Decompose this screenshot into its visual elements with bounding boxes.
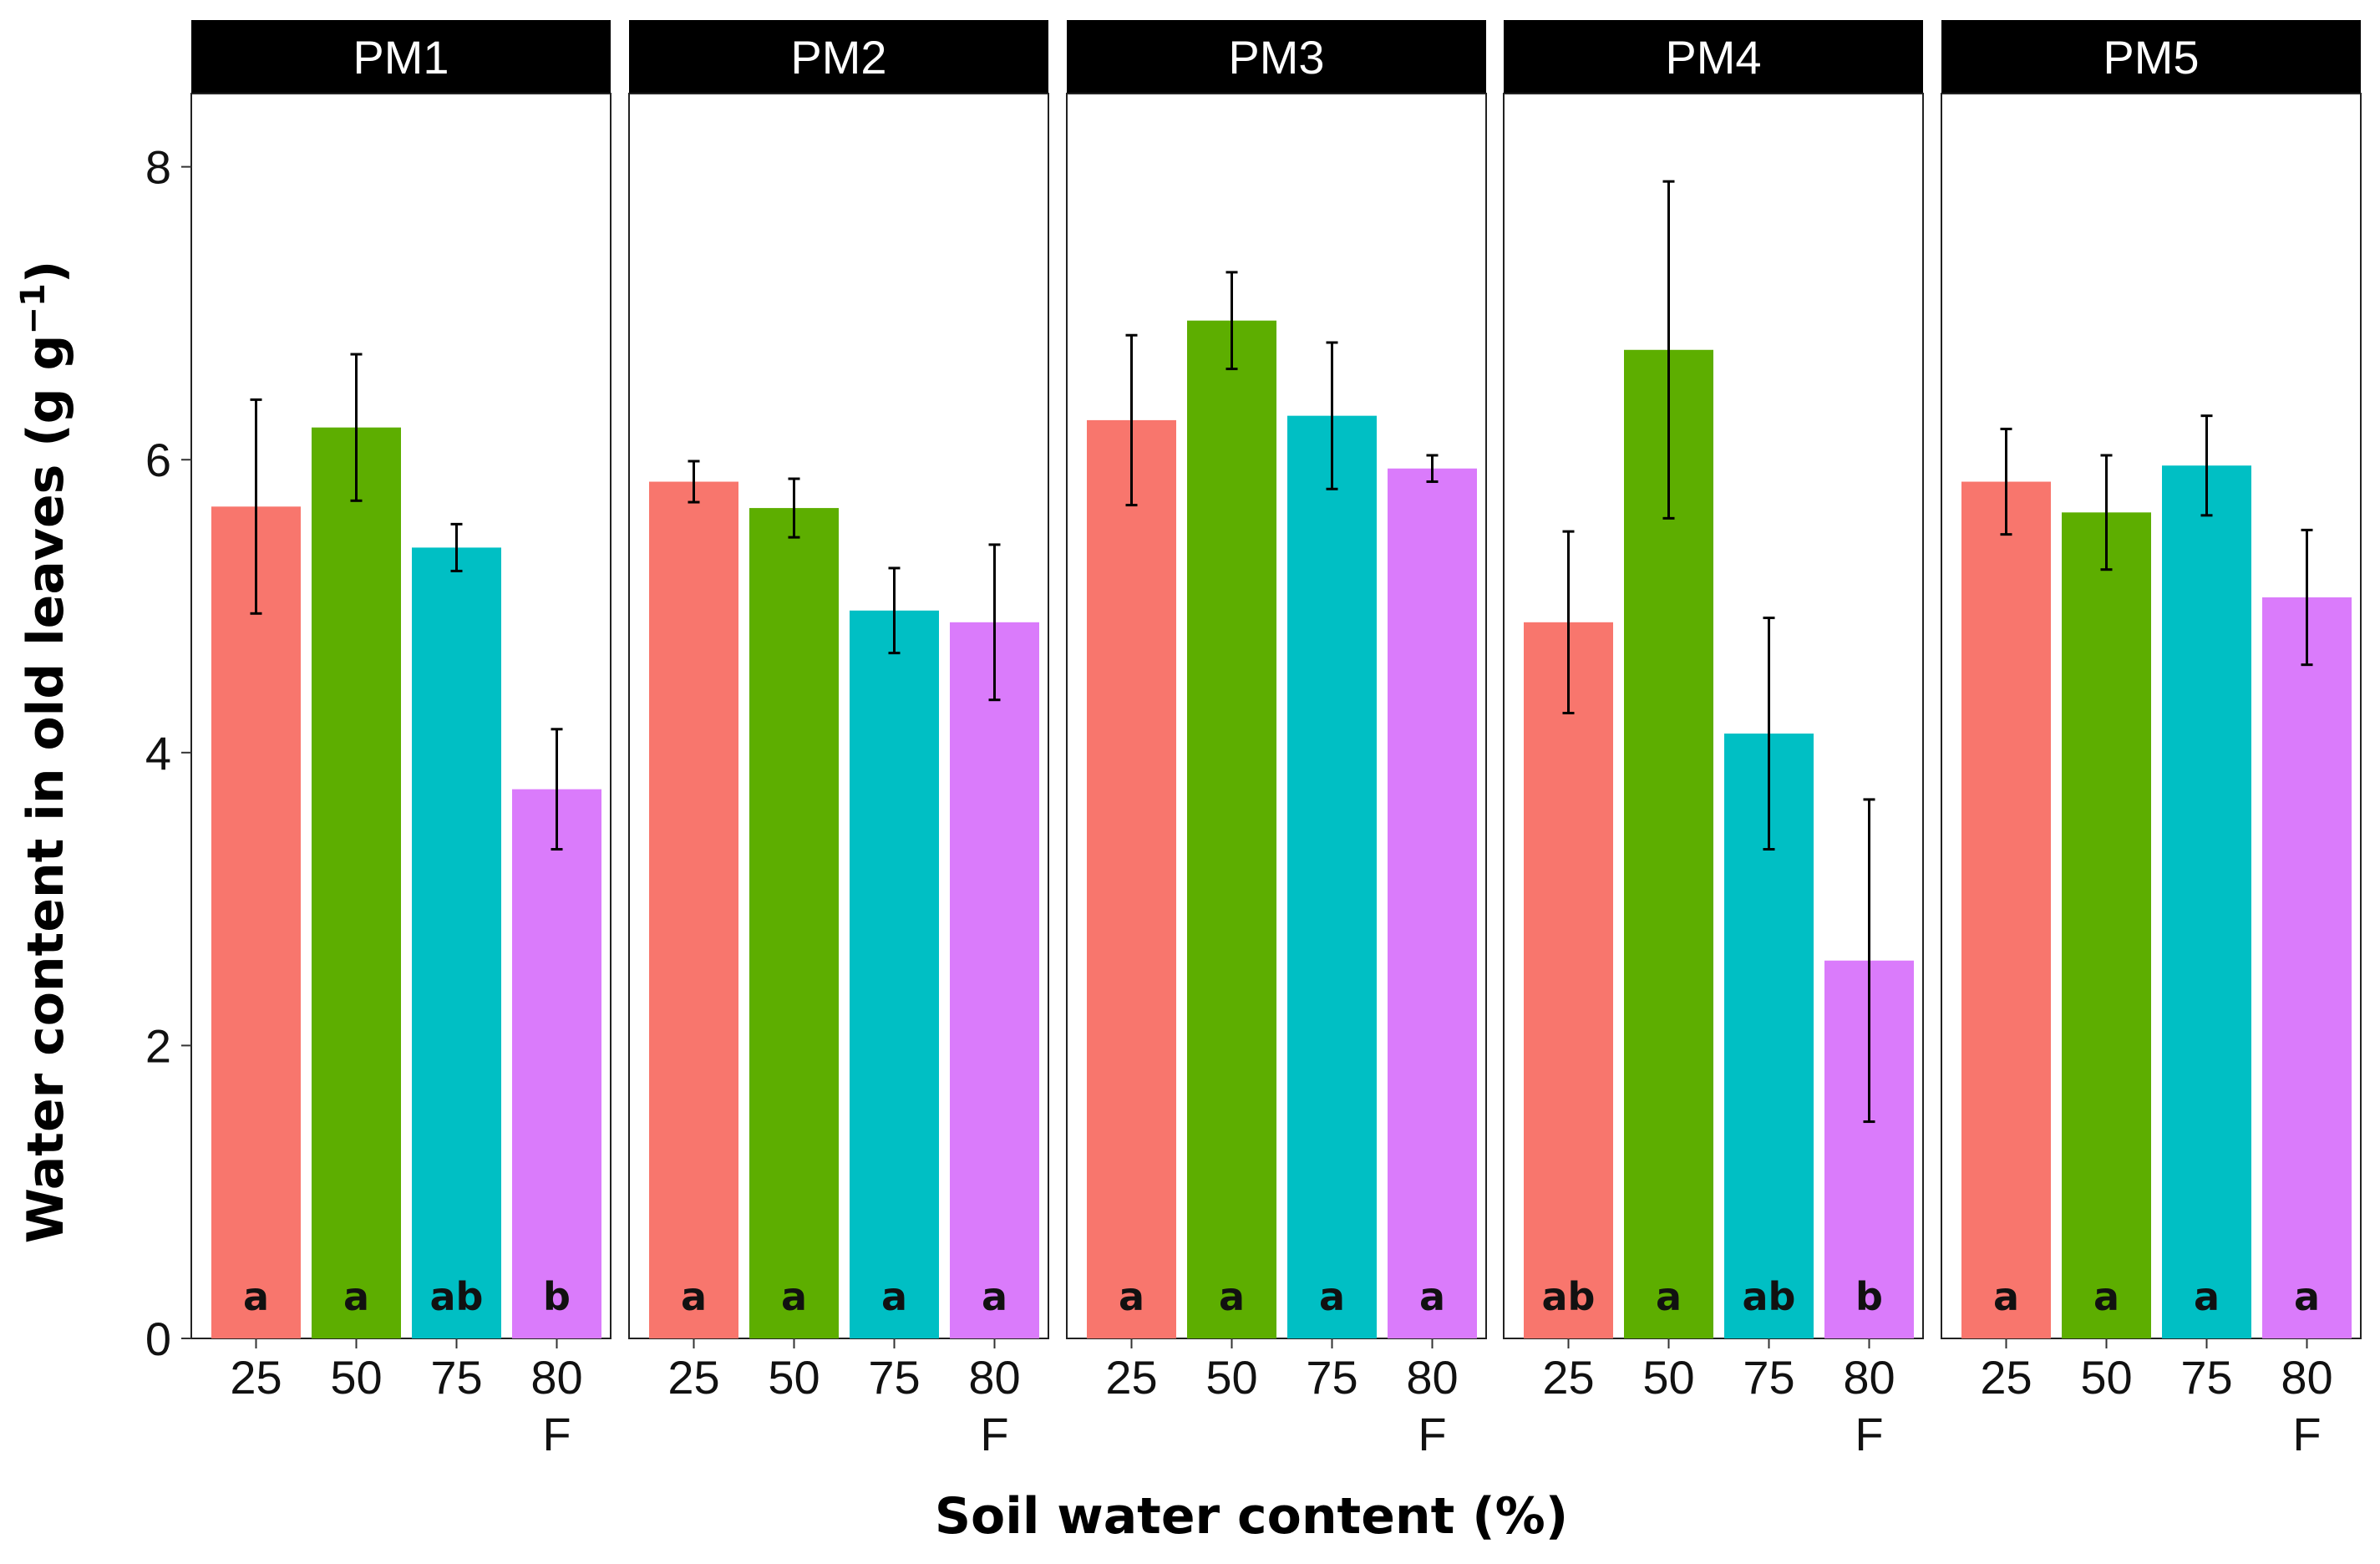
y-axis-title: Water content in old leaves (g g−1) <box>14 261 75 1244</box>
significance-letter: a <box>1656 1274 1682 1319</box>
x-tick-label-sub: F <box>1418 1408 1446 1460</box>
bar <box>1187 320 1276 1339</box>
facet-strip <box>1067 20 1486 94</box>
significance-letter: a <box>982 1274 1007 1319</box>
significance-letter: ab <box>1743 1274 1796 1319</box>
bar <box>2062 512 2151 1338</box>
facet-pm5: PM5 a 25 a 50 a 75 a 80F <box>1941 20 2362 1460</box>
x-tick-label: 50 <box>2080 1351 2132 1404</box>
y-axis: 0 2 4 6 8 <box>145 141 191 1365</box>
bar <box>2162 465 2251 1338</box>
y-tick-label: 2 <box>145 1019 171 1072</box>
bar <box>1287 415 1377 1338</box>
x-tick-label-sub: F <box>542 1408 571 1460</box>
significance-letter: a <box>1319 1274 1345 1319</box>
x-tick-label: 25 <box>667 1351 719 1404</box>
x-tick-label: 25 <box>1105 1351 1157 1404</box>
significance-letter: a <box>2294 1274 2320 1319</box>
significance-letter: a <box>343 1274 369 1319</box>
y-tick-label: 6 <box>145 434 171 486</box>
x-tick-label: 75 <box>1306 1351 1357 1404</box>
facet-pm2: PM2 a 25 a 50 a 75 a 80F <box>628 20 1049 1460</box>
facet-strip-label: PM3 <box>1228 31 1324 84</box>
bar <box>1388 468 1477 1338</box>
x-tick-label: 75 <box>2180 1351 2232 1404</box>
bar <box>1524 622 1613 1338</box>
significance-letter: a <box>881 1274 907 1319</box>
facet-strip-label: PM5 <box>2103 31 2199 84</box>
x-tick-label: 25 <box>1980 1351 2032 1404</box>
x-tick-label: 80 <box>1406 1351 1458 1404</box>
x-tick-label-sub: F <box>980 1408 1008 1460</box>
bar <box>850 610 939 1338</box>
y-axis-title-text: Water content in old leaves (g g <box>17 335 75 1244</box>
x-tick-label: 50 <box>1205 1351 1257 1404</box>
x-tick-label: 50 <box>330 1351 382 1404</box>
bar <box>312 427 401 1338</box>
significance-letter: a <box>681 1274 707 1319</box>
x-tick-label: 80 <box>968 1351 1020 1404</box>
bar <box>412 547 501 1338</box>
x-tick-label: 75 <box>1743 1351 1794 1404</box>
y-axis-title-superscript: −1 <box>14 283 53 334</box>
bar <box>2262 597 2352 1338</box>
bar <box>950 622 1039 1338</box>
facet-strip <box>191 20 611 94</box>
facet-pm1: PM1 a 25 a 50 ab 75 b 80F <box>190 20 611 1460</box>
facet-pm4: PM4 ab 25 a 50 ab 75 b 80F <box>1503 20 1924 1460</box>
x-axis-title: Soil water content (%) <box>935 1487 1568 1546</box>
bar <box>1087 419 1176 1338</box>
y-tick-label: 0 <box>145 1313 171 1365</box>
bar <box>211 506 301 1338</box>
x-tick-label: 50 <box>1642 1351 1694 1404</box>
significance-letter: a <box>1119 1274 1144 1319</box>
facet-strip-label: PM4 <box>1665 31 1761 84</box>
bar <box>512 789 601 1338</box>
facet-pm3: PM3 a 25 a 50 a 75 a 80F <box>1066 20 1487 1460</box>
x-tick-label: 75 <box>430 1351 482 1404</box>
significance-letter: ab <box>1542 1274 1596 1319</box>
significance-letter: a <box>1219 1274 1245 1319</box>
significance-letter: a <box>243 1274 269 1319</box>
x-tick-label: 80 <box>2281 1351 2332 1404</box>
x-tick-label-sub: F <box>2292 1408 2321 1460</box>
y-tick-label: 4 <box>145 727 171 779</box>
y-axis-title-close: ) <box>17 261 75 283</box>
significance-letter: a <box>1419 1274 1445 1319</box>
facet-strip-label: PM1 <box>353 31 449 84</box>
x-tick-label-sub: F <box>1855 1408 1883 1460</box>
significance-letter: a <box>1993 1274 2019 1319</box>
facet-strip-label: PM2 <box>790 31 886 84</box>
y-tick-label: 8 <box>145 141 171 194</box>
facet-strip <box>1941 20 2361 94</box>
significance-letter: b <box>1855 1274 1883 1319</box>
x-tick-label: 25 <box>1542 1351 1594 1404</box>
x-tick-label: 25 <box>230 1351 282 1404</box>
x-tick-label: 75 <box>868 1351 920 1404</box>
bar <box>649 481 738 1338</box>
x-tick-label: 50 <box>768 1351 820 1404</box>
significance-letter: a <box>781 1274 807 1319</box>
x-tick-label: 80 <box>530 1351 582 1404</box>
bar <box>1961 481 2051 1338</box>
bar <box>749 508 839 1338</box>
facet-panels: PM1a25a50ab75b80FPM2a25a50a75a80FPM3a25a… <box>190 20 2362 1460</box>
facet-strip <box>1504 20 1923 94</box>
significance-letter: b <box>543 1274 571 1319</box>
significance-letter: ab <box>430 1274 484 1319</box>
significance-letter: a <box>2093 1274 2119 1319</box>
x-tick-label: 80 <box>1843 1351 1895 1404</box>
significance-letter: a <box>2194 1274 2220 1319</box>
facet-strip <box>629 20 1048 94</box>
